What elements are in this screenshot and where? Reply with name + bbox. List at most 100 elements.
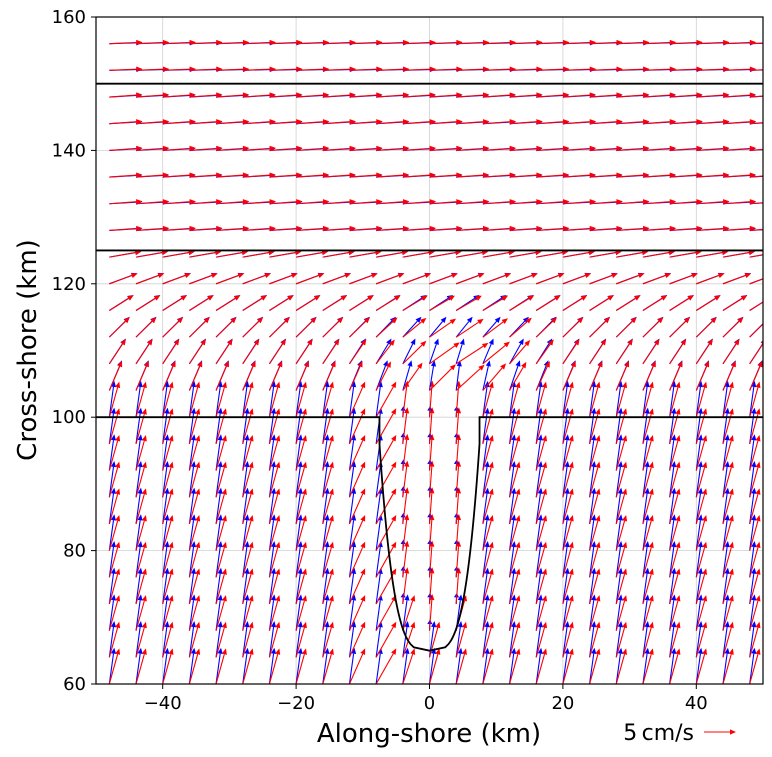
blue-arrow-shaft (162, 600, 168, 631)
red-arrow-shaft (642, 387, 652, 418)
red-arrow-head (755, 568, 761, 575)
red-arrow-shaft (162, 520, 172, 551)
blue-arrow-shaft (135, 493, 141, 524)
red-arrow-head (677, 360, 683, 368)
blue-arrow-head (511, 540, 517, 548)
red-arrow-shaft (749, 654, 759, 684)
red-arrow-head (301, 595, 307, 602)
red-arrow-head (115, 488, 121, 495)
red-arrow-shaft (509, 574, 519, 605)
x-axis-title: Along-shore (km) (317, 719, 541, 749)
red-arrow-head (389, 339, 395, 346)
red-arrow-shaft (428, 493, 433, 524)
red-arrow-shaft (695, 413, 706, 445)
blue-arrow-head (591, 594, 597, 601)
blue-arrow-shaft (215, 520, 221, 551)
blue-arrow-shaft (268, 413, 275, 444)
red-arrow-head (248, 488, 254, 495)
red-arrow-shaft (669, 493, 679, 525)
red-arrow-head (248, 381, 254, 389)
red-arrow-head (600, 339, 607, 346)
red-arrow-shaft (402, 627, 414, 658)
blue-arrow-head (244, 407, 250, 414)
red-arrow-head (525, 317, 532, 324)
red-arrow-shaft (242, 387, 252, 418)
red-arrow-shaft (749, 95, 763, 98)
red-arrow-head (301, 568, 307, 575)
blue-arrow-head (351, 460, 357, 468)
red-arrow-shaft (669, 387, 679, 418)
blue-arrow-head (459, 338, 465, 345)
red-arrow-shaft (562, 121, 590, 125)
blue-arrow-head (244, 567, 250, 574)
red-arrow-shaft (589, 387, 599, 418)
blue-arrow-shaft (295, 626, 301, 658)
red-arrow-head (702, 541, 708, 549)
red-arrow-head (622, 621, 628, 629)
red-arrow-shaft (589, 41, 617, 45)
blue-arrow-shaft (642, 386, 648, 418)
red-arrow-shaft (722, 547, 732, 578)
red-arrow-head (221, 541, 227, 549)
red-arrow-head (595, 461, 601, 469)
red-arrow-shaft (642, 627, 652, 658)
blue-arrow-head (644, 407, 650, 414)
red-arrow-shaft (536, 201, 564, 205)
blue-arrow-shaft (508, 573, 515, 605)
blue-arrow-shaft (642, 413, 648, 444)
blue-arrow-shaft (295, 600, 301, 631)
red-arrow-head (680, 339, 687, 346)
red-arrow-shaft (162, 320, 180, 338)
red-arrow-shaft (695, 440, 706, 471)
blue-arrow-head (400, 486, 406, 491)
blue-arrow-head (430, 360, 437, 367)
red-arrow-shaft (749, 366, 761, 391)
blue-arrow-shaft (749, 493, 755, 524)
red-arrow-shaft (455, 345, 484, 365)
blue-arrow-shaft (615, 493, 621, 524)
blue-arrow-head (137, 514, 143, 521)
red-arrow-head (648, 488, 654, 495)
red-arrow-head (702, 648, 708, 655)
red-arrow-head (275, 568, 281, 575)
red-arrow-shaft (242, 298, 263, 311)
red-arrow-head (622, 488, 628, 495)
red-arrow-shaft (562, 68, 590, 71)
red-arrow-shaft (429, 121, 457, 125)
red-arrow-head (637, 273, 645, 278)
red-arrow-shaft (509, 321, 528, 338)
red-arrow-head (509, 199, 516, 205)
red-arrow-shaft (268, 493, 279, 525)
red-arrow-shaft (295, 366, 307, 391)
red-arrow-shaft (642, 366, 654, 391)
blue-arrow-head (767, 295, 772, 300)
red-arrow-head (402, 119, 410, 125)
red-arrow-shaft (108, 467, 119, 498)
red-arrow-shaft (375, 275, 399, 285)
blue-arrow-head (671, 540, 677, 548)
red-arrow-shaft (135, 275, 159, 285)
red-arrow-head (410, 648, 416, 655)
blue-arrow-head (591, 434, 597, 441)
blue-arrow-head (440, 316, 447, 324)
blue-arrow-head (484, 647, 490, 654)
blue-arrow-head (671, 621, 677, 628)
blue-arrow-head (724, 594, 730, 601)
red-arrow-shaft (669, 627, 679, 658)
red-arrow-shaft (562, 413, 572, 445)
red-arrow-head (189, 172, 196, 178)
red-arrow-head (195, 515, 201, 522)
blue-arrow-head (617, 434, 623, 441)
red-arrow-shaft (215, 547, 225, 578)
red-arrow-head (216, 145, 223, 151)
blue-arrow-head (190, 647, 197, 654)
red-arrow-shaft (562, 440, 572, 471)
red-arrow-head (515, 381, 521, 389)
red-arrow-shaft (589, 227, 617, 231)
blue-arrow-head (617, 594, 623, 601)
red-arrow-head (531, 273, 538, 278)
red-arrow-shaft (402, 68, 430, 71)
red-arrow-head (269, 145, 276, 151)
red-arrow-head (643, 119, 650, 125)
red-arrow-shaft (349, 201, 377, 205)
